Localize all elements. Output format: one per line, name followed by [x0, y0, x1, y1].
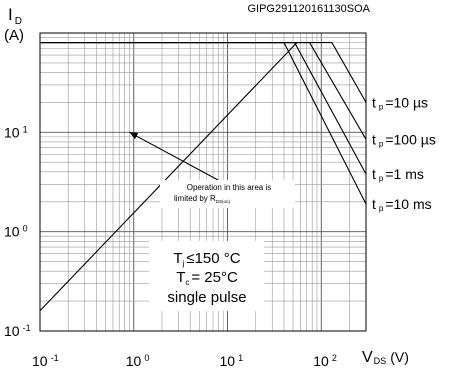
annotation-arrowhead [129, 132, 139, 140]
y-tick-label: 10 1 [4, 124, 28, 140]
tick-labels: 10 -1 10 0 10 1 10 2 10 -1 10 0 10 1 [4, 124, 337, 369]
x-tick-label: 10 0 [126, 353, 150, 369]
chart-series [39, 42, 367, 312]
series-line-4 [40, 42, 367, 205]
chart-code: GIPG291120161130SOA [247, 3, 370, 15]
annotation: Operation in this area is limited by RDS… [129, 131, 295, 208]
condition-tj: Tj ≤150 °C [173, 250, 240, 268]
series-line-0 [39, 42, 298, 312]
curve-label: t p =10 ms [372, 196, 432, 213]
chart-code-bg [226, 1, 372, 14]
y-tick-label: 10 0 [4, 224, 28, 240]
plot-frame [39, 32, 367, 332]
annotation-box [160, 180, 295, 208]
x-tick-label: 10 2 [313, 353, 337, 369]
curve-label: t p =10 µs [372, 94, 428, 111]
conditions-box: Tj ≤150 °C Tc = 25°C single pulse [149, 241, 264, 311]
x-tick-label: 10 1 [220, 353, 244, 369]
y-axis-unit: (A) [4, 27, 24, 44]
curve-label: t p =100 µs [372, 131, 436, 148]
conditions-box-bg [149, 241, 264, 311]
curve-label: t p =1 ms [372, 166, 424, 183]
x-tick-label: 10 -1 [32, 353, 59, 369]
y-tick-label: 10 -1 [4, 323, 31, 339]
curve-labels: t p =10 µs t p =100 µs t p =1 ms t p =10 ms [372, 94, 436, 213]
x-axis-label: VDS (V) [362, 349, 409, 366]
condition-pulse: single pulse [167, 289, 246, 306]
annotation-line1: Operation in this area is [187, 183, 272, 192]
annotation-line2: limited by RDS(on) [174, 194, 231, 204]
condition-tc: Tc = 25°C [176, 269, 238, 287]
annotation-arrow [129, 131, 219, 181]
